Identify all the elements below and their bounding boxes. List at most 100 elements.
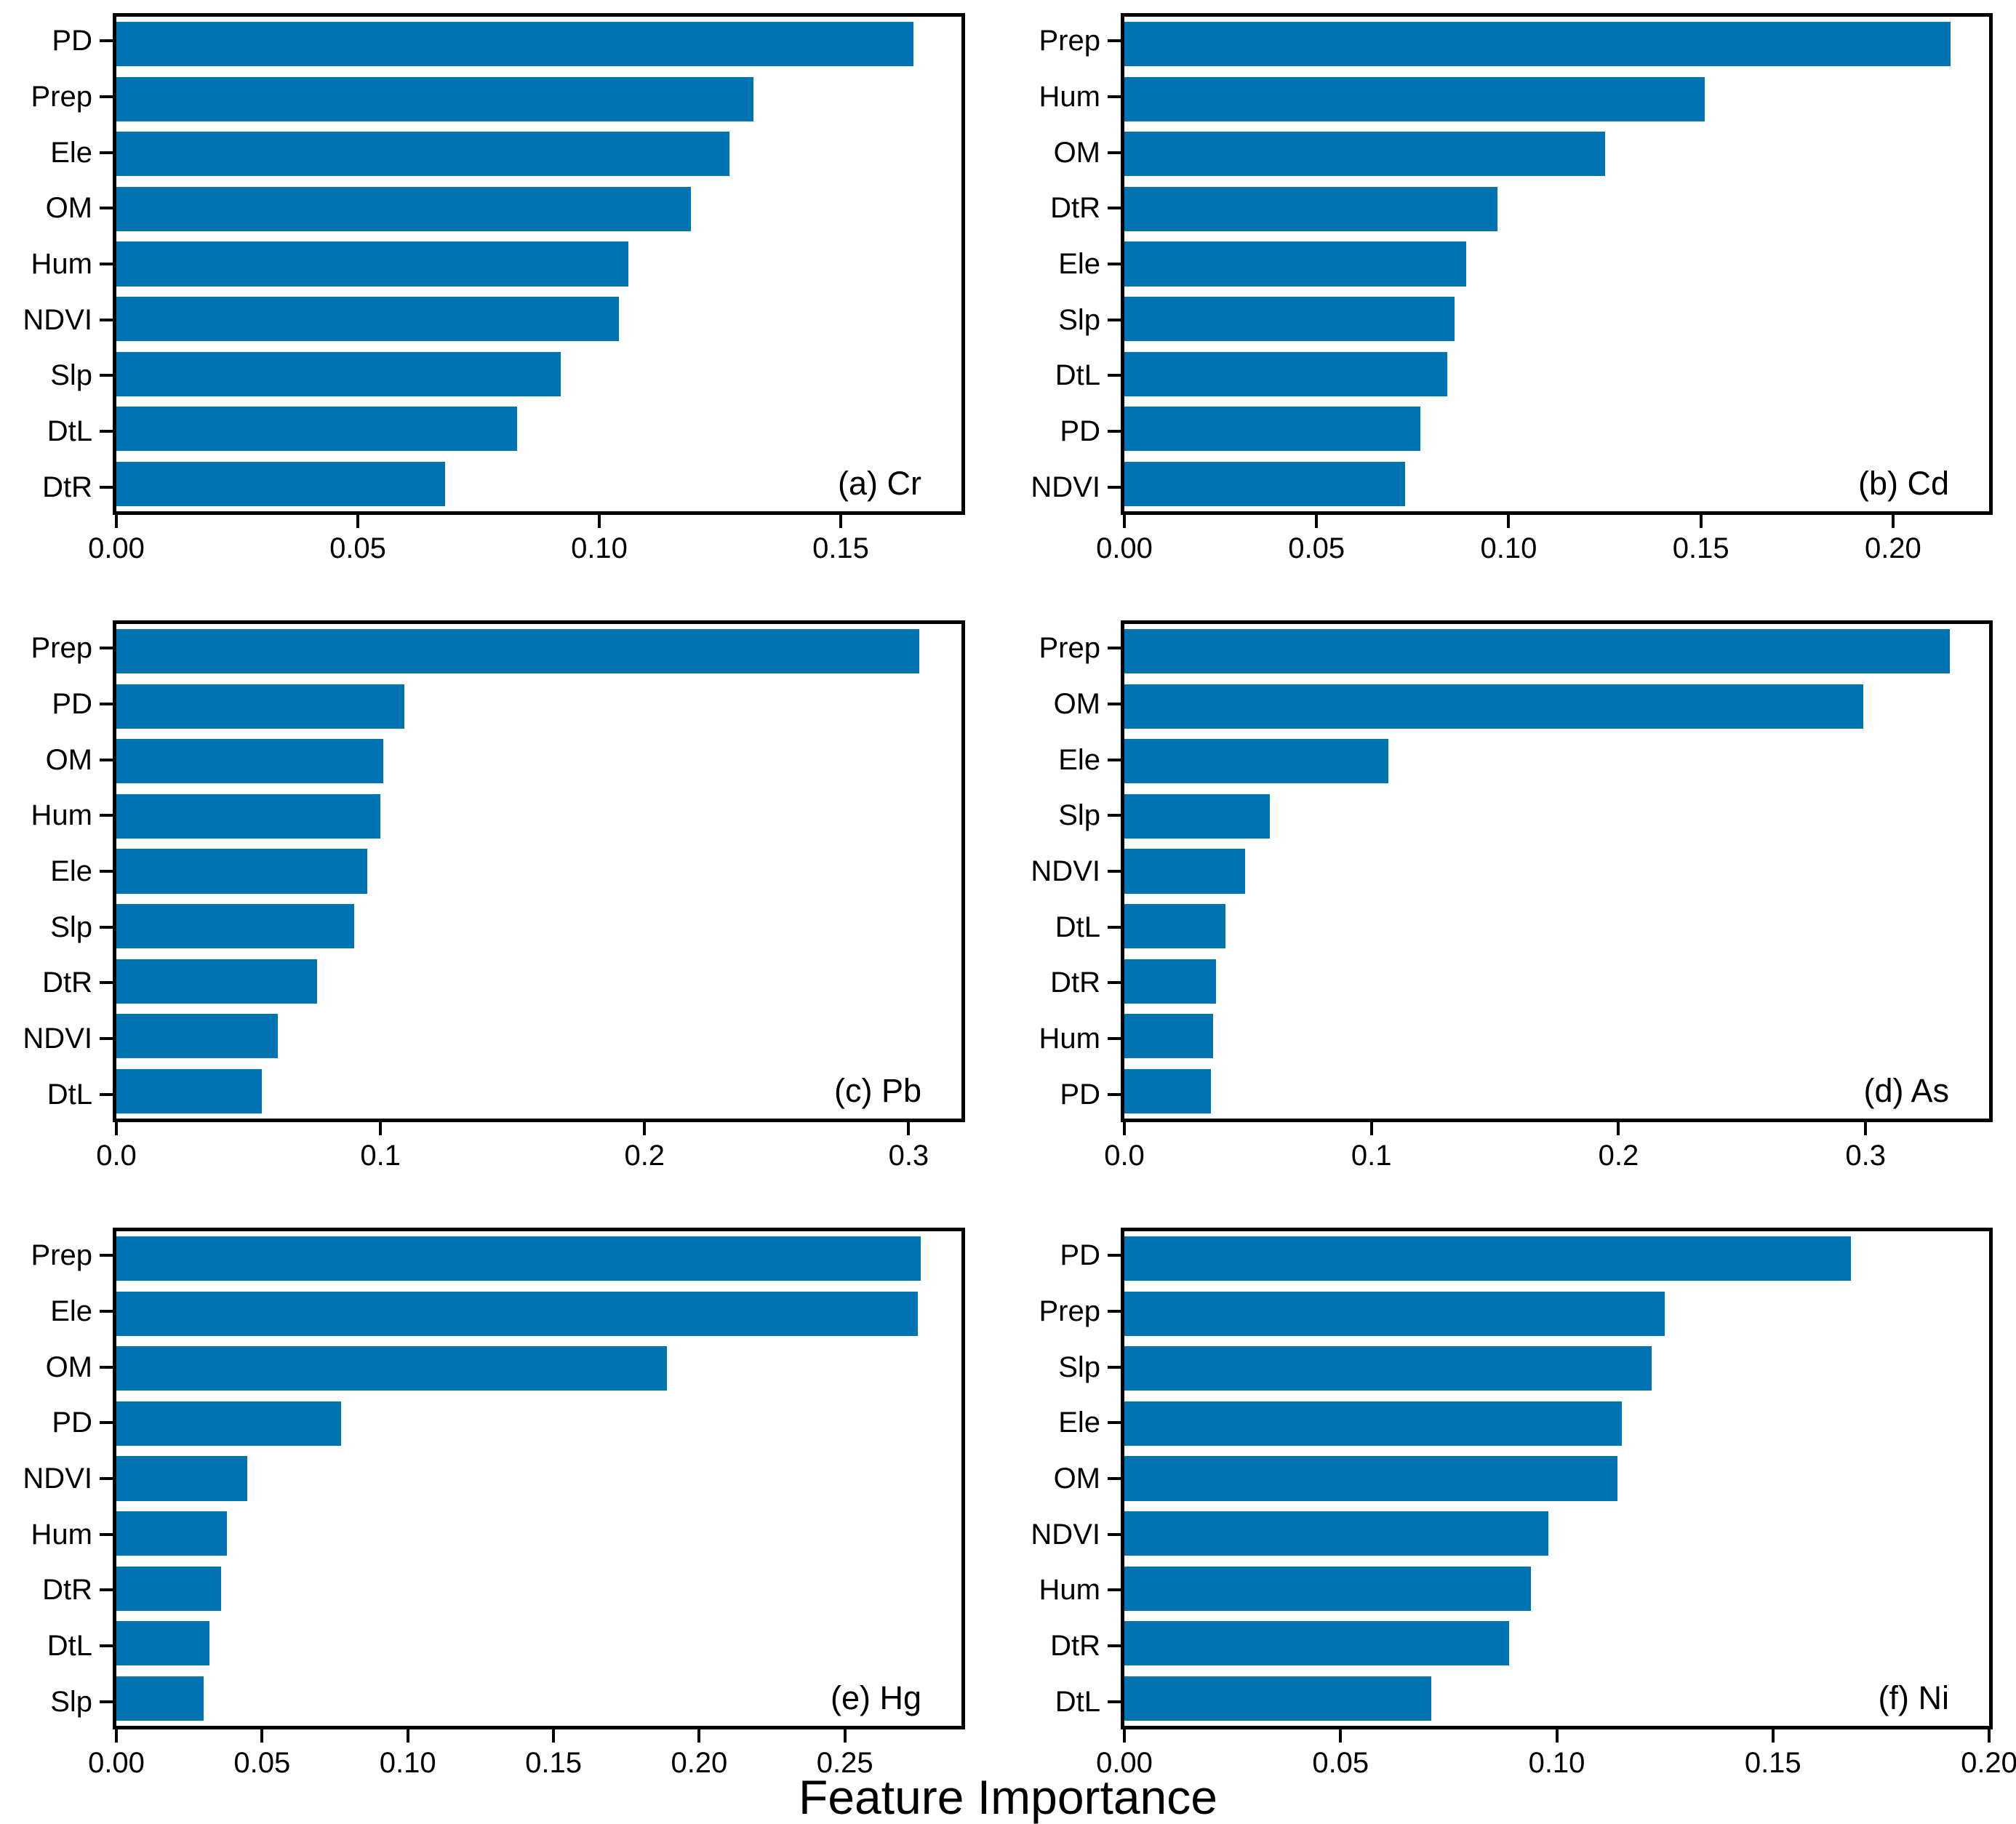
y-category-label: NDVI <box>23 1022 92 1055</box>
y-category-label: OM <box>45 743 92 776</box>
x-tick-mark <box>406 1729 409 1743</box>
bar-row <box>116 734 961 789</box>
plot-area: (c) Pb <box>113 620 965 1122</box>
y-category-label: Ele <box>50 855 92 887</box>
x-tick-mark <box>379 1122 383 1135</box>
y-category-label: DtL <box>1055 1685 1100 1718</box>
y-tick-row: Prep <box>1008 1284 1121 1340</box>
y-tick-row: Slp <box>0 348 113 404</box>
x-tick-mark <box>907 1122 911 1135</box>
y-tick-mark <box>100 1365 113 1369</box>
y-tick-row: Slp <box>1008 1339 1121 1395</box>
bar <box>1124 1621 1510 1666</box>
x-tick-mark <box>843 1729 847 1743</box>
y-tick-mark <box>1108 814 1121 817</box>
x-tick-label: 0.2 <box>1598 1140 1639 1172</box>
y-tick-row: Prep <box>0 69 113 125</box>
x-tick-mark <box>1864 1122 1868 1135</box>
bar-row <box>116 953 961 1009</box>
bar <box>1124 903 1226 949</box>
bar-row <box>1124 679 1989 735</box>
x-tick-label: 0.0 <box>96 1140 137 1172</box>
bar <box>1124 1236 1851 1281</box>
plot-area: (b) Cd <box>1121 13 1993 515</box>
x-tick-mark <box>1315 515 1319 528</box>
y-tick-row: DtR <box>0 955 113 1011</box>
bar <box>1124 296 1455 342</box>
bar-row <box>1124 401 1989 457</box>
x-axis: 0.00 0.05 0.10 0.15 0.20 <box>1096 515 1989 573</box>
y-tick-mark <box>1108 39 1121 43</box>
y-category-label: Slp <box>50 1685 92 1718</box>
x-tick-mark <box>1891 515 1895 528</box>
y-tick-mark <box>100 647 113 650</box>
y-tick-mark <box>100 207 113 210</box>
x-axis: 0.00 0.05 0.10 0.15 <box>88 515 961 573</box>
bar <box>1124 1068 1211 1113</box>
x-tick-mark <box>1123 1729 1126 1743</box>
x-tick-mark <box>1507 515 1511 528</box>
bar-row <box>1124 1396 1989 1452</box>
y-category-label: Prep <box>1039 1295 1101 1327</box>
bar <box>116 793 381 839</box>
bar <box>116 186 692 232</box>
bar <box>116 1346 668 1391</box>
y-category-label: Hum <box>1039 1022 1100 1055</box>
y-category-label: PD <box>1060 415 1100 447</box>
x-tick-label: 0.15 <box>1744 1747 1801 1779</box>
y-tick-row: Hum <box>1008 69 1121 125</box>
y-category-label: Hum <box>31 1518 92 1551</box>
y-tick-mark <box>100 429 113 433</box>
bar <box>116 684 404 729</box>
panel-c-pb: Prep PD OM Hum Ele Slp DtR NDVI DtL (c) Pb 0.0 0.… <box>0 620 1008 1180</box>
bar <box>116 1676 204 1721</box>
x-tick-label: 0.1 <box>1351 1140 1392 1172</box>
y-category-label: Slp <box>50 359 92 392</box>
x-tick-mark <box>1339 1729 1343 1743</box>
y-axis: PD Prep Slp Ele OM NDVI Hum DtR DtL <box>1008 1228 1121 1729</box>
y-category-label: Hum <box>1039 1574 1100 1607</box>
y-tick-mark <box>1108 702 1121 705</box>
y-tick-mark <box>100 981 113 985</box>
y-tick-row: Prep <box>1008 620 1121 676</box>
bar-row <box>1124 899 1989 954</box>
y-tick-mark <box>100 1644 113 1647</box>
x-axis: 0.00 0.05 0.10 0.15 0.20 <box>1096 1729 2016 1788</box>
y-category-label: DtR <box>1050 192 1100 225</box>
y-tick-row: DtR <box>0 459 113 515</box>
y-category-label: OM <box>1053 687 1100 720</box>
y-tick-mark <box>1108 1036 1121 1040</box>
bar <box>116 1511 228 1556</box>
bar <box>116 849 367 894</box>
bar-row <box>1124 127 1989 182</box>
bar-row <box>1124 1231 1989 1287</box>
bar <box>116 1456 248 1501</box>
y-tick-row: Slp <box>1008 292 1121 348</box>
x-tick-mark <box>356 515 359 528</box>
y-tick-mark <box>1108 374 1121 377</box>
y-tick-row: OM <box>0 732 113 788</box>
bar-row <box>116 624 961 679</box>
panel-e-hg: Prep Ele OM PD NDVI Hum DtR DtL Slp (e) Hg 0.00 0… <box>0 1228 1008 1788</box>
bar-row <box>116 456 961 511</box>
y-tick-mark <box>100 151 113 154</box>
bar-row <box>1124 1287 1989 1342</box>
x-tick-mark <box>643 1122 647 1135</box>
y-category-label: PD <box>52 1407 92 1439</box>
bar-row <box>1124 1009 1989 1064</box>
bar-row <box>116 401 961 457</box>
y-tick-row: Ele <box>1008 236 1121 292</box>
plot-area: (a) Cr <box>113 13 965 515</box>
y-tick-mark <box>1108 925 1121 929</box>
y-tick-row: Hum <box>1008 1562 1121 1618</box>
bar <box>116 22 913 67</box>
y-category-label: DtL <box>1055 359 1100 392</box>
y-tick-mark <box>1108 262 1121 265</box>
y-category-label: Hum <box>31 799 92 832</box>
x-tick-mark <box>1123 515 1126 528</box>
x-tick-label: 0.20 <box>671 1747 728 1779</box>
y-tick-row: OM <box>1008 1451 1121 1507</box>
y-tick-mark <box>1108 429 1121 433</box>
x-tick-mark <box>1555 1729 1559 1743</box>
